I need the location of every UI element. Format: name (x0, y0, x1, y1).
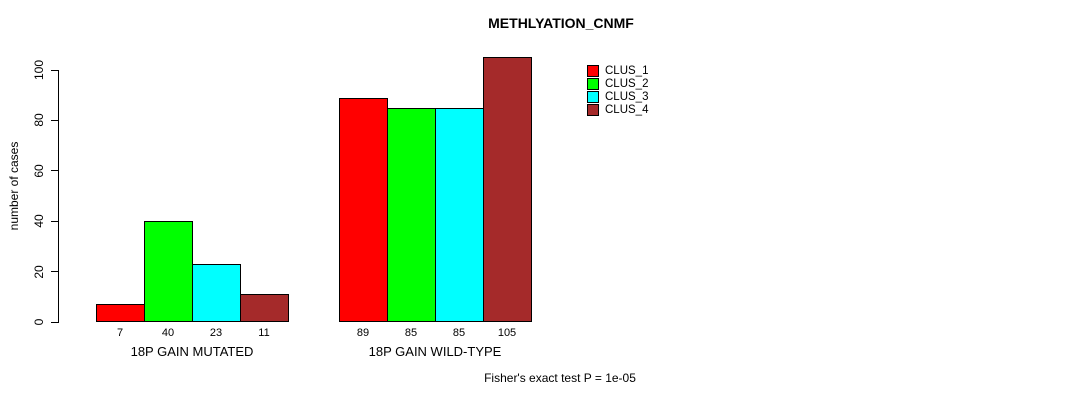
bar-clus_1-mutated (96, 304, 145, 322)
bar-clus_2-wildtype (387, 107, 436, 322)
legend-swatch-clus_3 (587, 91, 599, 103)
legend-label: CLUS_4 (605, 104, 649, 116)
bar-clus_4-mutated (240, 294, 289, 322)
y-axis-tick (51, 321, 58, 323)
y-axis-tick (51, 69, 58, 71)
y-tick-label: 40 (32, 214, 46, 228)
group-label: 18P GAIN MUTATED (130, 344, 254, 359)
y-axis-tick (51, 170, 58, 172)
bar-clus_1-wildtype (339, 97, 388, 322)
bar-clus_2-mutated (144, 221, 193, 322)
y-tick-label: 20 (32, 264, 46, 279)
y-tick-label: 80 (32, 113, 46, 128)
group-label: 18P GAIN WILD-TYPE (368, 344, 502, 359)
legend-label: CLUS_2 (605, 78, 649, 90)
y-tick-label: 0 (32, 318, 46, 326)
y-axis-tick (51, 119, 58, 121)
y-axis-tick (51, 220, 58, 222)
bar-value-label: 85 (404, 327, 418, 339)
legend-swatch-clus_1 (587, 65, 599, 77)
bar-clus_3-mutated (192, 264, 241, 322)
y-axis-tick (51, 271, 58, 273)
y-tick-label: 60 (32, 164, 46, 178)
bar-value-label: 7 (116, 327, 124, 339)
bar-value-label: 85 (452, 327, 466, 339)
bar-clus_4-wildtype (483, 57, 532, 322)
y-axis-label: number of cases (7, 141, 21, 231)
legend-swatch-clus_4 (587, 104, 599, 116)
bar-value-label: 40 (161, 327, 175, 339)
y-tick-label: 100 (32, 59, 46, 81)
legend-swatch-clus_2 (587, 78, 599, 90)
legend-label: CLUS_1 (605, 65, 649, 77)
bar-value-label: 23 (209, 327, 223, 339)
fisher-test-annotation: Fisher's exact test P = 1e-05 (484, 371, 636, 385)
bar-value-label: 11 (258, 327, 270, 339)
legend-label: CLUS_3 (605, 91, 649, 103)
bar-value-label: 89 (356, 327, 370, 339)
bar-clus_3-wildtype (435, 107, 484, 322)
bar-value-label: 105 (497, 327, 517, 339)
chart-title: METHLYATION_CNMF (488, 15, 634, 31)
y-axis-line (58, 70, 59, 323)
